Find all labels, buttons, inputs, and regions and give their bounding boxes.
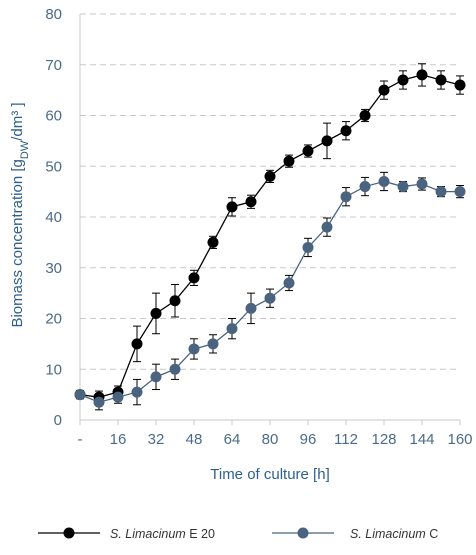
data-point bbox=[226, 201, 238, 213]
y-tick-label: 60 bbox=[45, 108, 62, 125]
data-point bbox=[150, 371, 162, 383]
data-point bbox=[264, 292, 276, 304]
data-point bbox=[283, 155, 295, 167]
x-tick-label: 80 bbox=[262, 431, 279, 448]
data-point bbox=[454, 79, 466, 91]
data-point bbox=[416, 178, 428, 190]
y-axis-title-end: /dm³ ] bbox=[9, 102, 26, 140]
y-tick-label: 10 bbox=[45, 361, 62, 378]
legend: S. Limacinum E 20 S. Limacinum C bbox=[38, 527, 438, 541]
data-point bbox=[207, 338, 219, 350]
x-tick-label: 128 bbox=[371, 431, 396, 448]
x-tick-label: 160 bbox=[447, 431, 472, 448]
data-point bbox=[169, 363, 181, 375]
data-point bbox=[435, 186, 447, 198]
data-point bbox=[378, 175, 390, 187]
y-tick-label: 40 bbox=[45, 209, 62, 226]
data-point bbox=[131, 338, 143, 350]
legend-label-c: S. Limacinum C bbox=[350, 527, 438, 541]
y-tick-label: 30 bbox=[45, 260, 62, 277]
legend-item-c: S. Limacinum C bbox=[272, 527, 438, 541]
y-axis-title-main: Biomass concentration [g bbox=[9, 159, 26, 327]
x-tick-label: 112 bbox=[334, 431, 358, 448]
data-point bbox=[150, 307, 162, 319]
series-0 bbox=[74, 63, 466, 404]
data-point bbox=[188, 272, 200, 284]
y-tick-labels: 0 10 20 30 40 50 60 70 80 bbox=[45, 6, 62, 429]
x-tick-label: 144 bbox=[409, 431, 434, 448]
data-point bbox=[302, 241, 314, 253]
y-tick-label: 20 bbox=[45, 311, 62, 328]
data-point bbox=[321, 135, 333, 147]
x-tick-label: - bbox=[78, 431, 83, 448]
x-axis-title: Time of culture [h] bbox=[210, 466, 330, 483]
data-point bbox=[131, 386, 143, 398]
x-tick-label: 32 bbox=[148, 431, 165, 448]
data-point bbox=[207, 236, 219, 248]
data-point bbox=[435, 74, 447, 86]
legend-label-e20: S. Limacinum E 20 bbox=[110, 527, 215, 541]
y-tick-label: 70 bbox=[45, 57, 62, 74]
x-tick-label: 64 bbox=[224, 431, 241, 448]
x-tick-label: 16 bbox=[110, 431, 127, 448]
y-tick-label: 50 bbox=[45, 158, 62, 175]
data-point bbox=[454, 186, 466, 198]
data-point bbox=[397, 181, 409, 193]
data-point bbox=[416, 69, 428, 81]
data-point bbox=[302, 145, 314, 157]
legend-marker-c bbox=[297, 527, 309, 539]
axes bbox=[79, 14, 461, 425]
data-point bbox=[378, 84, 390, 96]
data-point bbox=[169, 295, 181, 307]
data-point bbox=[283, 277, 295, 289]
y-tick-label: 0 bbox=[54, 412, 62, 429]
data-series bbox=[74, 63, 466, 411]
legend-item-e20: S. Limacinum E 20 bbox=[38, 527, 215, 541]
data-point bbox=[359, 110, 371, 121]
data-point bbox=[245, 302, 257, 314]
legend-marker-e20 bbox=[63, 527, 75, 539]
x-tick-labels: - 16 32 48 64 80 96 112 128 144 160 bbox=[78, 431, 473, 448]
series-1 bbox=[74, 171, 466, 411]
data-point bbox=[340, 125, 352, 137]
data-point bbox=[397, 74, 409, 86]
data-point bbox=[340, 191, 352, 203]
y-tick-label: 80 bbox=[45, 6, 62, 23]
data-point bbox=[188, 343, 200, 355]
data-point bbox=[226, 323, 238, 335]
x-tick-label: 96 bbox=[300, 431, 317, 448]
data-point bbox=[321, 221, 333, 233]
data-point bbox=[112, 391, 124, 403]
grid-lines bbox=[80, 13, 460, 370]
x-tick-label: 48 bbox=[186, 431, 203, 448]
data-point bbox=[74, 389, 86, 401]
data-point bbox=[93, 396, 105, 408]
data-point bbox=[264, 170, 276, 182]
y-axis-title-subscript: DW bbox=[19, 140, 31, 159]
data-point bbox=[359, 181, 371, 193]
y-axis-title: Biomass concentration [gDW/dm³ ] bbox=[9, 102, 31, 327]
data-point bbox=[245, 196, 257, 208]
